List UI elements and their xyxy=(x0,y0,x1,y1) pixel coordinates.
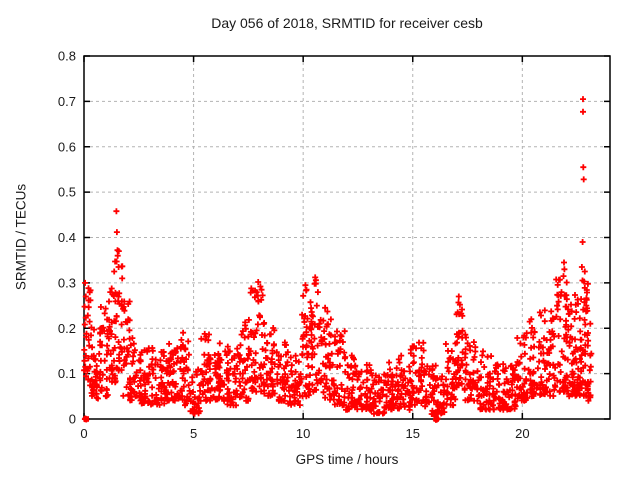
y-tick-label: 0.1 xyxy=(58,366,76,381)
x-tick-label: 10 xyxy=(296,426,310,441)
y-tick-label: 0.4 xyxy=(58,230,76,245)
x-tick-label: 15 xyxy=(406,426,420,441)
chart-title: Day 056 of 2018, SRMTID for receiver ces… xyxy=(211,15,483,31)
y-tick-label: 0.5 xyxy=(58,185,76,200)
x-tick-label: 20 xyxy=(515,426,529,441)
x-axis-label: GPS time / hours xyxy=(295,452,399,467)
x-tick-label: 5 xyxy=(190,426,197,441)
y-tick-label: 0 xyxy=(69,412,76,427)
y-tick-label: 0.7 xyxy=(58,94,76,109)
y-tick-label: 0.3 xyxy=(58,275,76,290)
y-tick-label: 0.2 xyxy=(58,321,76,336)
y-tick-label: 0.8 xyxy=(58,49,76,64)
x-tick-label: 0 xyxy=(80,426,87,441)
y-tick-label: 0.6 xyxy=(58,139,76,154)
data-points xyxy=(81,96,595,423)
